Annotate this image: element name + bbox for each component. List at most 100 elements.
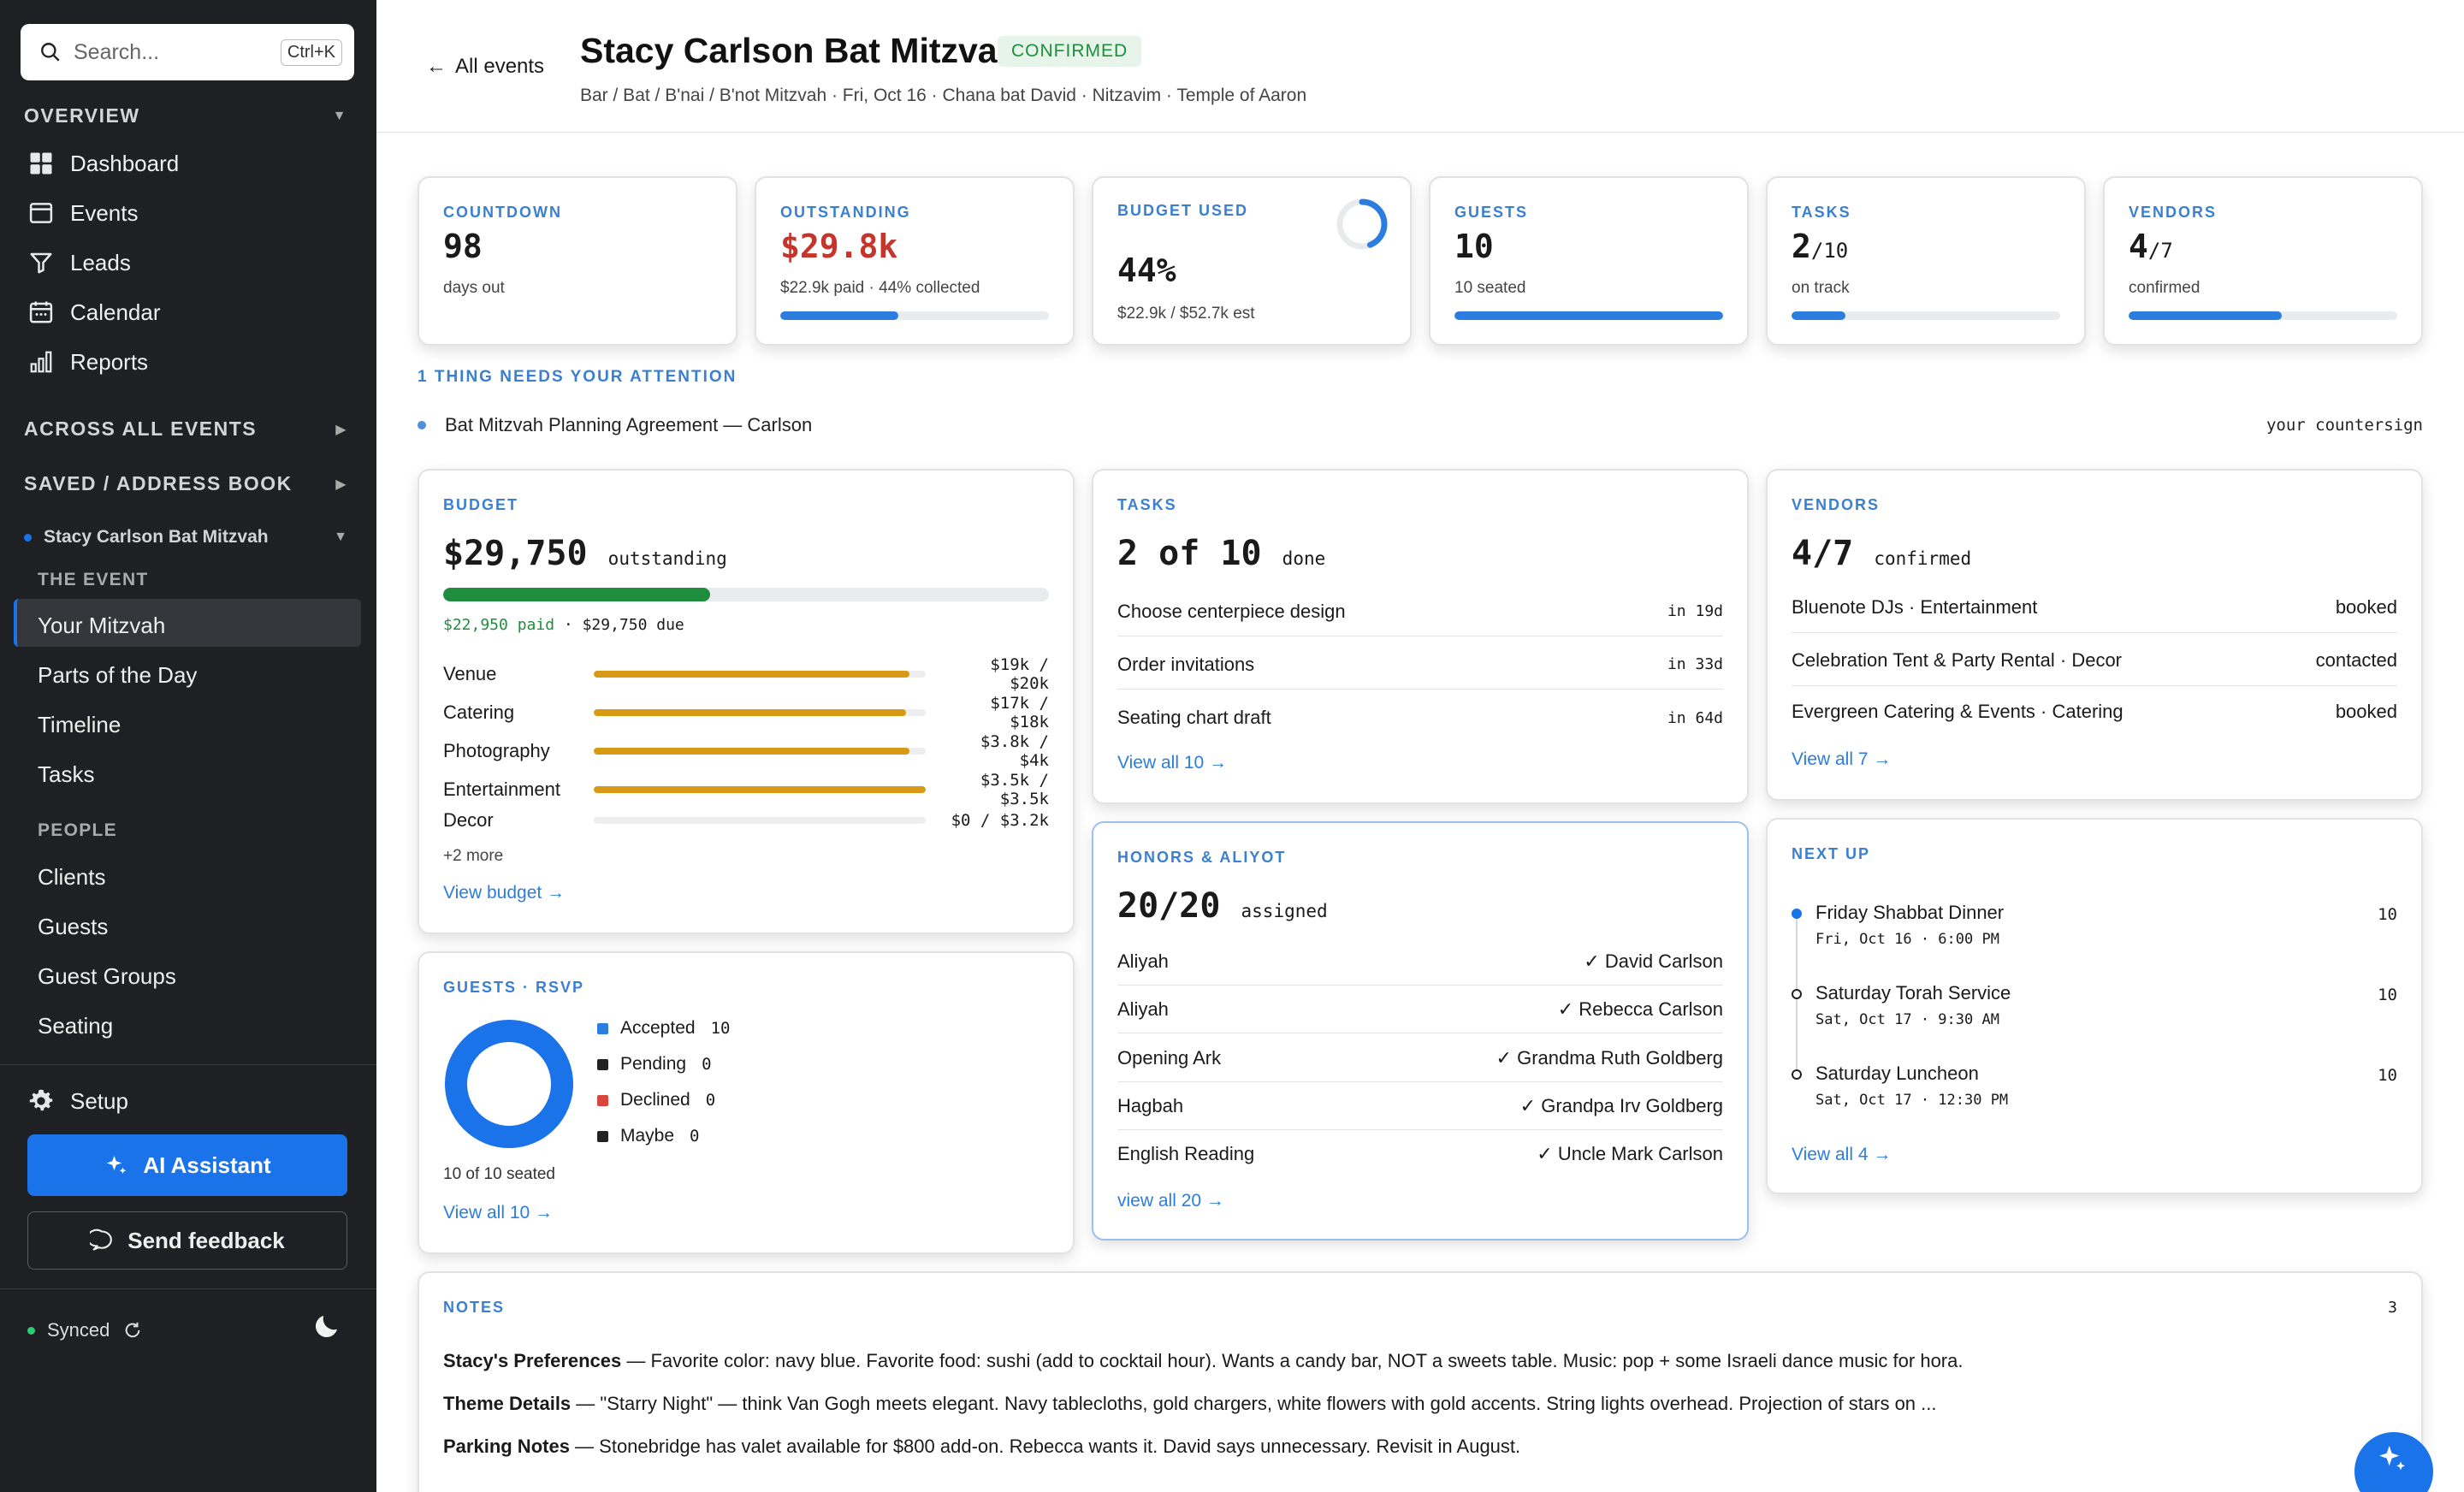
sidebar-item-guest-groups[interactable]: Guest Groups	[38, 963, 176, 989]
outstanding-value: $29.8k	[780, 228, 898, 265]
note-item[interactable]: Stacy's Preferences — Favorite color: na…	[443, 1350, 1963, 1372]
vendor-row[interactable]: Celebration Tent & Party Rental · Decor c…	[1792, 635, 2397, 686]
notes-count: 3	[2388, 1299, 2397, 1317]
chevron-right-icon: ▶	[335, 422, 347, 437]
current-event-selector[interactable]: Stacy Carlson Bat Mitzvah ▼	[24, 527, 347, 548]
gear-icon	[26, 1086, 56, 1116]
countdown-sub: days out	[443, 279, 505, 297]
guests-card[interactable]: GUESTS 10 10 seated	[1429, 176, 1749, 346]
refresh-icon[interactable]	[123, 1321, 142, 1340]
sidebar-item-label: Reports	[70, 348, 149, 375]
budget-used-label: BUDGET USED	[1117, 202, 1249, 219]
honor-row[interactable]: Hagbah ✓ Grandpa Irv Goldberg	[1117, 1082, 1723, 1130]
countdown-card[interactable]: COUNTDOWN 98 days out	[418, 176, 737, 346]
view-all-vendors-link[interactable]: View all 7 →	[1792, 749, 1892, 769]
honor-name: English Reading	[1117, 1143, 1255, 1164]
section-label: ACROSS ALL EVENTS	[24, 417, 258, 440]
vendor-name: Bluenote DJs · Entertainment	[1792, 595, 2038, 618]
ai-fab-button[interactable]	[2354, 1432, 2433, 1492]
view-all-guests-link[interactable]: View all 10 →	[443, 1203, 554, 1223]
view-all-tasks-link[interactable]: View all 10 →	[1117, 753, 1228, 773]
budget-line-value: $3.5k / $3.5k	[980, 771, 1049, 808]
task-row[interactable]: Seating chart draft in 64d	[1117, 693, 1723, 743]
section-overview[interactable]: OVERVIEW ▼	[24, 104, 347, 127]
back-link[interactable]: ← All events	[426, 55, 544, 79]
next-up-date: Fri, Oct 16 · 6:00 PM	[1815, 931, 1999, 948]
sidebar-item-guests[interactable]: Guests	[38, 914, 109, 939]
task-row[interactable]: Choose centerpiece design in 19d	[1117, 587, 1723, 636]
guests-sub: 10 seated	[1454, 279, 1526, 297]
send-feedback-label: Send feedback	[127, 1227, 285, 1253]
dashboard-icon	[26, 148, 56, 179]
sidebar-item-your-mitzvah[interactable]: Your Mitzvah	[38, 613, 166, 638]
notes-card: NOTES 3 Stacy's Preferences — Favorite c…	[418, 1271, 2423, 1492]
budget-separator: ·	[554, 616, 583, 634]
budget-line[interactable]: Catering $17k / $18k	[443, 694, 1049, 731]
rsvp-legend-accepted: Accepted 10	[597, 1018, 730, 1039]
attention-item[interactable]: Bat Mitzvah Planning Agreement — Carlson…	[418, 414, 2423, 436]
vendors-sub: confirmed	[2129, 279, 2200, 297]
section-saved-address-book[interactable]: SAVED / ADDRESS BOOK ▶	[24, 472, 347, 495]
sidebar-item-seating[interactable]: Seating	[38, 1013, 114, 1039]
outstanding-card[interactable]: OUTSTANDING $29.8k $22.9k paid · 44% col…	[755, 176, 1075, 346]
next-up-name: Friday Shabbat Dinner	[1815, 902, 2005, 923]
budget-line[interactable]: Entertainment $3.5k / $3.5k	[443, 771, 1049, 808]
task-row[interactable]: Order invitations in 33d	[1117, 640, 1723, 690]
honor-row[interactable]: Opening Ark ✓ Grandma Ruth Goldberg	[1117, 1034, 1723, 1082]
view-all-next-up-link[interactable]: View all 4 →	[1792, 1145, 1892, 1164]
send-feedback-button[interactable]: Send feedback	[27, 1211, 347, 1270]
sidebar-item-leads[interactable]: Leads	[26, 247, 131, 278]
search-placeholder: Search...	[74, 39, 160, 64]
sidebar-item-tasks[interactable]: Tasks	[38, 761, 95, 787]
tasks-card[interactable]: TASKS 2/10 on track	[1766, 176, 2086, 346]
sidebar-item-label: Calendar	[70, 299, 161, 325]
sidebar-item-events[interactable]: Events	[26, 198, 139, 228]
next-up-name: Saturday Luncheon	[1815, 1063, 1979, 1084]
task-due: in 64d	[1667, 708, 1723, 727]
budget-amount-value: $29,750	[443, 534, 588, 573]
next-up-name: Saturday Torah Service	[1815, 982, 2011, 1004]
ai-assistant-label: AI Assistant	[143, 1152, 271, 1178]
sidebar-item-reports[interactable]: Reports	[26, 346, 148, 377]
honors-card: HONORS & ALIYOT 20/20 assigned Aliyah ✓ D…	[1092, 821, 1749, 1240]
section-across-all-events[interactable]: ACROSS ALL EVENTS ▶	[24, 417, 347, 441]
vendors-list-label: VENDORS	[1792, 496, 1881, 513]
honor-name: Aliyah	[1117, 998, 1169, 1020]
sidebar-item-parts-of-the-day[interactable]: Parts of the Day	[38, 662, 198, 688]
honor-row[interactable]: English Reading ✓ Uncle Mark Carlson	[1117, 1130, 1723, 1178]
budget-line[interactable]: Venue $19k / $20k	[443, 655, 1049, 693]
ai-assistant-button[interactable]: AI Assistant	[27, 1134, 347, 1196]
view-all-honors-link[interactable]: view all 20 →	[1117, 1191, 1224, 1211]
sidebar-item-setup[interactable]: Setup	[26, 1086, 128, 1116]
sidebar-item-calendar[interactable]: Calendar	[26, 297, 161, 328]
honor-row[interactable]: Aliyah ✓ Rebecca Carlson	[1117, 986, 1723, 1033]
vendor-row[interactable]: Bluenote DJs · Entertainment booked	[1792, 582, 2397, 633]
note-title: Stacy's Preferences	[443, 1350, 622, 1371]
section-label: SAVED / ADDRESS BOOK	[24, 472, 293, 494]
attention-action: your countersign	[2266, 416, 2423, 435]
budget-used-card[interactable]: BUDGET USED 44% $22.9k / $52.7k est	[1092, 176, 1412, 346]
tasks-denom: /10	[1810, 239, 1849, 263]
budget-more[interactable]: +2 more	[443, 847, 504, 865]
budget-line[interactable]: Photography $3.8k / $4k	[443, 732, 1049, 770]
view-budget-link[interactable]: View budget →	[443, 883, 566, 903]
vendor-row[interactable]: Evergreen Catering & Events · Catering bo…	[1792, 686, 2397, 737]
tasks-list-label: TASKS	[1117, 496, 1177, 513]
sidebar-item-clients[interactable]: Clients	[38, 864, 106, 890]
sparkle-icon	[104, 1152, 129, 1178]
guests-rsvp-label: GUESTS · RSVP	[443, 979, 585, 996]
budget-paid-due: $22,950 paid · $29,750 due	[443, 616, 684, 634]
vendors-card[interactable]: VENDORS 4/7 confirmed	[2103, 176, 2423, 346]
sidebar-item-dashboard[interactable]: Dashboard	[26, 148, 179, 179]
group-the-event: THE EVENT	[38, 570, 149, 589]
dark-mode-toggle[interactable]	[311, 1311, 342, 1346]
tasks-progress	[1792, 311, 2060, 320]
guests-progress	[1454, 311, 1723, 320]
budget-line[interactable]: Decor $0 / $3.2k	[443, 809, 1049, 832]
tasks-progress-fill	[1792, 311, 1845, 320]
note-item[interactable]: Parking Notes — Stonebridge has valet av…	[443, 1436, 1520, 1458]
honor-row[interactable]: Aliyah ✓ David Carlson	[1117, 938, 1723, 986]
note-item[interactable]: Theme Details — "Starry Night" — think V…	[443, 1393, 1936, 1415]
sidebar-item-timeline[interactable]: Timeline	[38, 712, 121, 737]
search-input[interactable]: Search... Ctrl+K	[21, 24, 354, 80]
